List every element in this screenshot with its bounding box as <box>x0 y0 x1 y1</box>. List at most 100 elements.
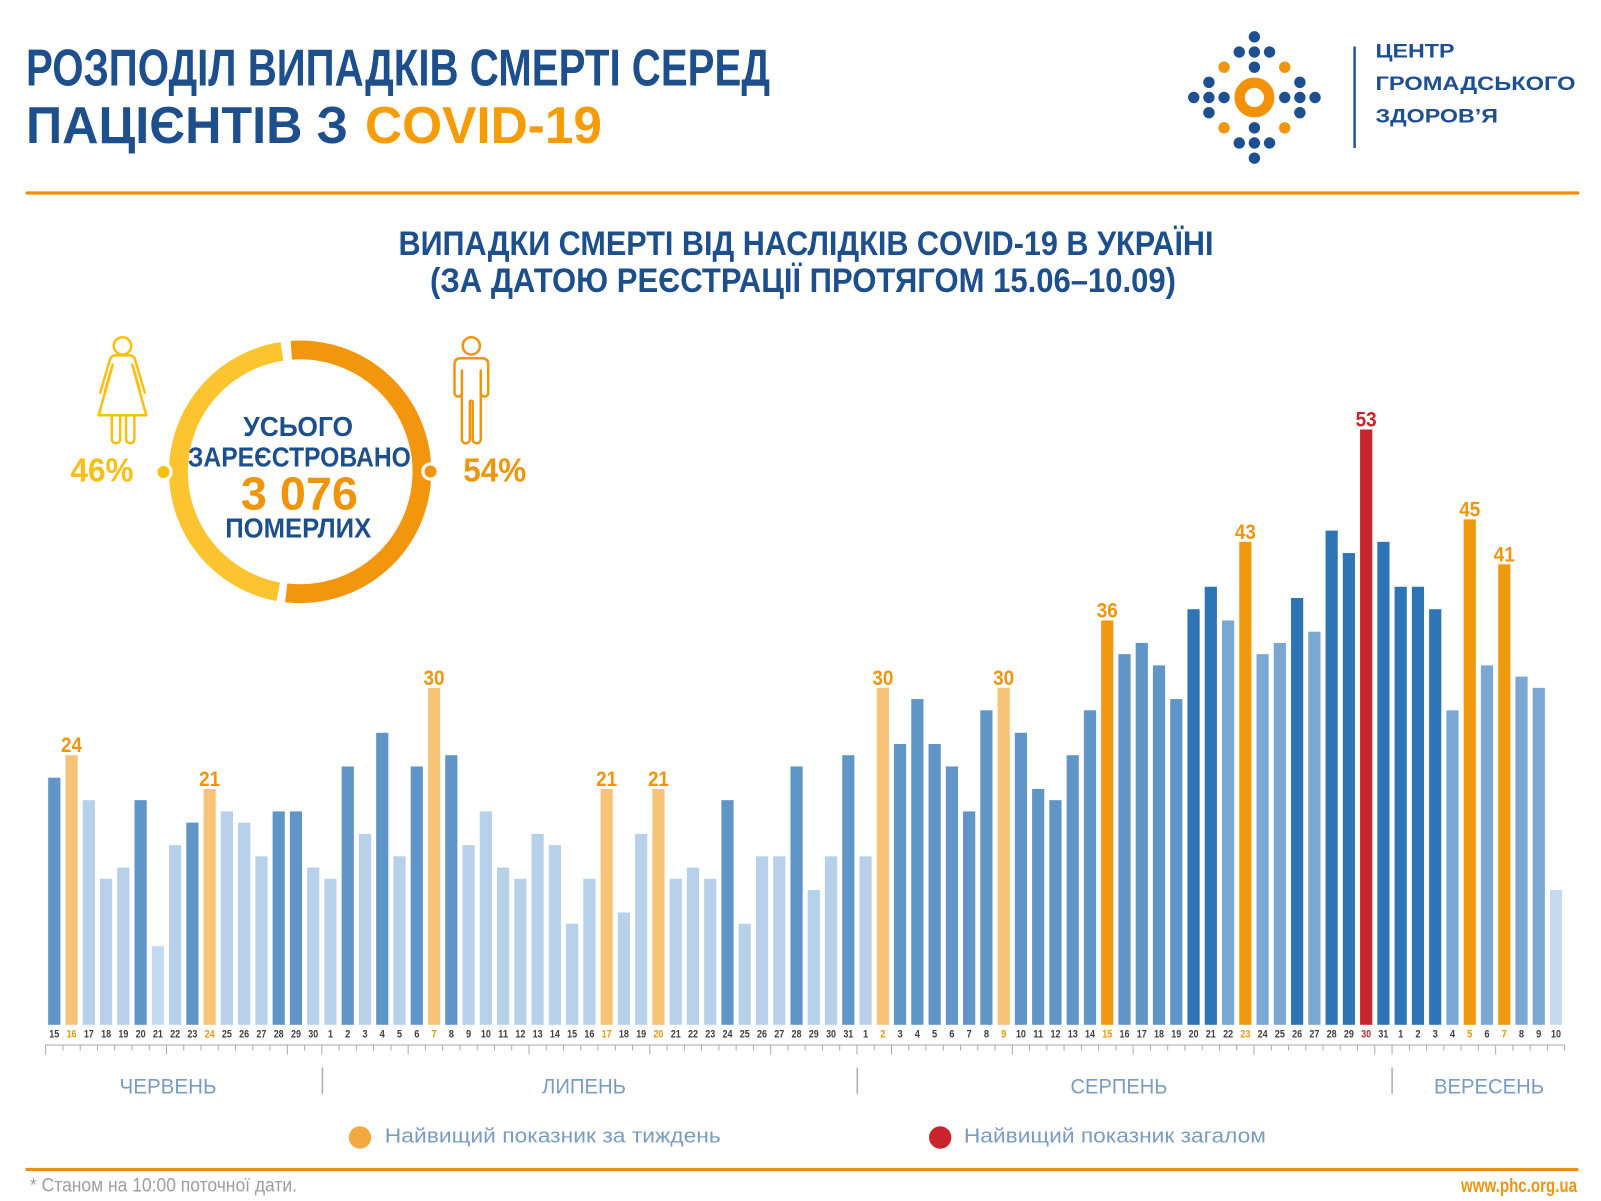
svg-text:19: 19 <box>1171 1028 1181 1040</box>
svg-text:9: 9 <box>1536 1028 1541 1040</box>
svg-text:1: 1 <box>1398 1028 1403 1040</box>
svg-text:21: 21 <box>648 767 669 791</box>
svg-text:(ЗА ДАТОЮ РЕЄСТРАЦІЇ ПРОТЯГОМ: (ЗА ДАТОЮ РЕЄСТРАЦІЇ ПРОТЯГОМ 15.06–10.0… <box>430 262 1176 300</box>
svg-text:25: 25 <box>222 1028 232 1040</box>
svg-text:СЕРПЕНЬ: СЕРПЕНЬ <box>1071 1075 1168 1098</box>
svg-text:26: 26 <box>1292 1028 1302 1040</box>
svg-text:14: 14 <box>550 1028 561 1040</box>
svg-text:6: 6 <box>414 1028 419 1040</box>
svg-text:15: 15 <box>1102 1028 1112 1040</box>
svg-text:24: 24 <box>722 1028 733 1040</box>
svg-text:15: 15 <box>49 1028 59 1040</box>
svg-text:ВИПАДКИ СМЕРТІ ВІД НАСЛІДКІВ C: ВИПАДКИ СМЕРТІ ВІД НАСЛІДКІВ COVID-19 В … <box>399 225 1214 263</box>
svg-text:ЗАРЕЄСТРОВАНО: ЗАРЕЄСТРОВАНО <box>188 441 411 472</box>
svg-text:36: 36 <box>1097 598 1118 622</box>
svg-text:1: 1 <box>328 1028 333 1040</box>
svg-text:7: 7 <box>431 1028 436 1040</box>
svg-text:31: 31 <box>1378 1028 1388 1040</box>
svg-text:Найвищий показник загалом: Найвищий показник загалом <box>964 1125 1266 1148</box>
svg-text:6: 6 <box>949 1028 954 1040</box>
svg-text:17: 17 <box>602 1028 612 1040</box>
svg-text:8: 8 <box>449 1028 454 1040</box>
svg-text:ГРОМАДСЬКОГО: ГРОМАДСЬКОГО <box>1376 73 1576 95</box>
svg-text:28: 28 <box>1327 1028 1337 1040</box>
svg-text:ПОМЕРЛИХ: ПОМЕРЛИХ <box>225 513 371 544</box>
svg-text:3: 3 <box>1433 1028 1438 1040</box>
svg-text:24: 24 <box>61 733 82 757</box>
svg-text:7: 7 <box>1502 1028 1507 1040</box>
svg-text:8: 8 <box>984 1028 989 1040</box>
svg-text:12: 12 <box>1050 1028 1060 1040</box>
svg-text:6: 6 <box>1484 1028 1489 1040</box>
svg-text:54%: 54% <box>463 453 526 490</box>
svg-text:23: 23 <box>705 1028 715 1040</box>
svg-text:11: 11 <box>498 1028 508 1040</box>
svg-text:17: 17 <box>84 1028 94 1040</box>
svg-text:COVID-19: COVID-19 <box>365 97 602 155</box>
svg-text:41: 41 <box>1494 542 1515 566</box>
svg-text:РОЗПОДІЛ ВИПАДКІВ СМЕРТІ СЕРЕД: РОЗПОДІЛ ВИПАДКІВ СМЕРТІ СЕРЕД <box>26 40 770 98</box>
svg-text:46%: 46% <box>71 453 134 490</box>
svg-text:2: 2 <box>880 1028 885 1040</box>
svg-text:20: 20 <box>653 1028 663 1040</box>
svg-text:27: 27 <box>774 1028 784 1040</box>
svg-text:2: 2 <box>1415 1028 1420 1040</box>
svg-text:21: 21 <box>1206 1028 1216 1040</box>
svg-text:20: 20 <box>1189 1028 1199 1040</box>
svg-text:22: 22 <box>170 1028 180 1040</box>
svg-text:ЗДОРОВ’Я: ЗДОРОВ’Я <box>1376 106 1499 128</box>
svg-text:30: 30 <box>872 666 893 690</box>
svg-text:24: 24 <box>205 1028 216 1040</box>
svg-text:29: 29 <box>291 1028 301 1040</box>
svg-text:19: 19 <box>118 1028 128 1040</box>
svg-text:18: 18 <box>1154 1028 1164 1040</box>
svg-text:5: 5 <box>397 1028 402 1040</box>
svg-text:30: 30 <box>1361 1028 1371 1040</box>
svg-text:30: 30 <box>308 1028 318 1040</box>
svg-text:ЦЕНТР: ЦЕНТР <box>1376 41 1455 63</box>
svg-text:25: 25 <box>740 1028 750 1040</box>
svg-text:21: 21 <box>153 1028 163 1040</box>
svg-text:Найвищий показник за тиждень: Найвищий показник за тиждень <box>385 1125 721 1148</box>
svg-text:9: 9 <box>1001 1028 1006 1040</box>
svg-text:23: 23 <box>1240 1028 1250 1040</box>
svg-text:11: 11 <box>1033 1028 1043 1040</box>
svg-text:16: 16 <box>584 1028 594 1040</box>
svg-text:25: 25 <box>1275 1028 1285 1040</box>
svg-text:24: 24 <box>1258 1028 1269 1040</box>
svg-text:5: 5 <box>1467 1028 1472 1040</box>
svg-text:30: 30 <box>826 1028 836 1040</box>
svg-text:29: 29 <box>809 1028 819 1040</box>
svg-text:8: 8 <box>1519 1028 1524 1040</box>
svg-text:ВЕРЕСЕНЬ: ВЕРЕСЕНЬ <box>1434 1075 1544 1098</box>
svg-text:УСЬОГО: УСЬОГО <box>243 411 353 442</box>
svg-text:45: 45 <box>1459 497 1480 521</box>
svg-text:4: 4 <box>915 1028 921 1040</box>
svg-text:19: 19 <box>636 1028 646 1040</box>
svg-text:21: 21 <box>596 767 617 791</box>
svg-text:13: 13 <box>533 1028 543 1040</box>
svg-text:27: 27 <box>256 1028 266 1040</box>
svg-text:ЧЕРВЕНЬ: ЧЕРВЕНЬ <box>120 1075 217 1098</box>
svg-text:31: 31 <box>843 1028 853 1040</box>
svg-text:ПАЦІЄНТІВ З: ПАЦІЄНТІВ З <box>26 97 348 155</box>
svg-text:10: 10 <box>481 1028 491 1040</box>
svg-text:10: 10 <box>1016 1028 1026 1040</box>
svg-text:18: 18 <box>619 1028 629 1040</box>
svg-text:14: 14 <box>1085 1028 1096 1040</box>
svg-text:13: 13 <box>1068 1028 1078 1040</box>
svg-text:* Станом на 10:00 поточної дат: * Станом на 10:00 поточної дати. <box>30 1176 297 1197</box>
svg-text:3: 3 <box>898 1028 903 1040</box>
svg-text:17: 17 <box>1137 1028 1147 1040</box>
svg-text:28: 28 <box>792 1028 802 1040</box>
svg-text:10: 10 <box>1551 1028 1561 1040</box>
svg-text:ЛИПЕНЬ: ЛИПЕНЬ <box>542 1075 626 1098</box>
svg-text:28: 28 <box>274 1028 284 1040</box>
svg-text:53: 53 <box>1356 408 1377 432</box>
svg-text:16: 16 <box>1120 1028 1130 1040</box>
svg-text:26: 26 <box>239 1028 249 1040</box>
svg-text:23: 23 <box>187 1028 197 1040</box>
svg-text:2: 2 <box>345 1028 350 1040</box>
svg-text:16: 16 <box>67 1028 77 1040</box>
svg-text:18: 18 <box>101 1028 111 1040</box>
